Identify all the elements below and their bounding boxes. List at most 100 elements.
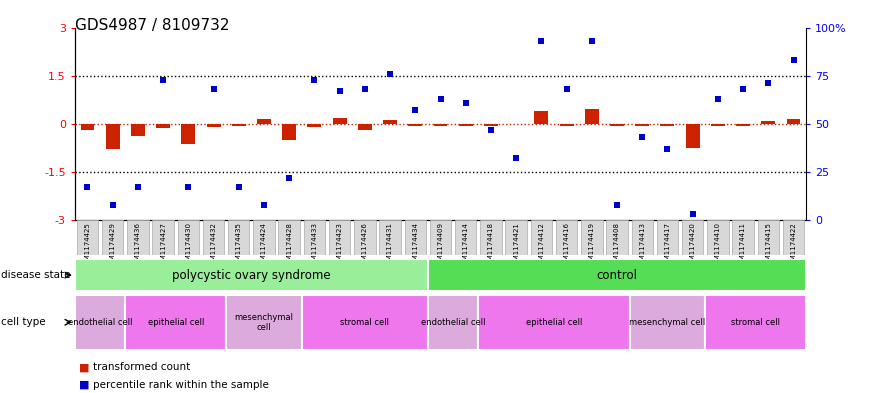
Bar — [682, 220, 703, 255]
Bar — [404, 220, 426, 255]
Text: GSM1174429: GSM1174429 — [110, 222, 115, 269]
Text: GSM1174431: GSM1174431 — [387, 222, 393, 269]
Bar — [661, 124, 674, 126]
Bar — [354, 220, 375, 255]
Bar — [102, 220, 123, 255]
Bar — [706, 295, 806, 350]
Bar — [156, 124, 170, 128]
Bar — [433, 124, 448, 127]
Text: GSM1174434: GSM1174434 — [412, 222, 418, 269]
Bar — [455, 220, 477, 255]
Bar — [630, 295, 706, 350]
Text: GSM1174408: GSM1174408 — [614, 222, 620, 269]
Bar — [606, 220, 628, 255]
Text: GSM1174411: GSM1174411 — [740, 222, 746, 269]
Bar — [152, 220, 174, 255]
Text: stromal cell: stromal cell — [731, 318, 781, 327]
Text: epithelial cell: epithelial cell — [147, 318, 204, 327]
Text: GSM1174409: GSM1174409 — [438, 222, 443, 269]
Text: GSM1174433: GSM1174433 — [311, 222, 317, 269]
Bar — [711, 124, 725, 126]
Bar — [758, 220, 779, 255]
Bar — [484, 124, 498, 126]
Text: GSM1174430: GSM1174430 — [185, 222, 191, 269]
Bar — [358, 124, 372, 130]
Bar — [181, 124, 196, 144]
Bar — [304, 220, 325, 255]
Text: GSM1174424: GSM1174424 — [261, 222, 267, 268]
Text: GSM1174422: GSM1174422 — [790, 222, 796, 268]
Text: GSM1174417: GSM1174417 — [664, 222, 670, 269]
Text: GDS4987 / 8109732: GDS4987 / 8109732 — [75, 18, 229, 33]
Text: GSM1174420: GSM1174420 — [690, 222, 696, 269]
Bar — [556, 220, 577, 255]
Bar — [80, 124, 94, 130]
Bar — [581, 220, 603, 255]
Bar — [232, 124, 246, 127]
Bar — [535, 111, 548, 124]
Bar — [632, 220, 653, 255]
Text: disease state: disease state — [1, 270, 70, 280]
Bar — [783, 220, 804, 255]
Bar — [207, 124, 220, 127]
Text: GSM1174425: GSM1174425 — [85, 222, 91, 268]
Bar — [329, 220, 351, 255]
Bar — [409, 124, 422, 126]
Bar — [131, 124, 144, 136]
Bar — [257, 119, 271, 124]
Text: GSM1174418: GSM1174418 — [488, 222, 494, 269]
Text: GSM1174423: GSM1174423 — [337, 222, 343, 269]
Bar — [530, 220, 552, 255]
Text: endothelial cell: endothelial cell — [68, 318, 132, 327]
Bar — [635, 124, 649, 126]
Bar — [75, 295, 125, 350]
Bar — [428, 259, 806, 291]
Bar — [610, 124, 624, 126]
Bar — [278, 220, 300, 255]
Bar — [707, 220, 729, 255]
Text: GSM1174414: GSM1174414 — [463, 222, 469, 269]
Bar — [380, 220, 401, 255]
Text: GSM1174421: GSM1174421 — [513, 222, 519, 269]
Bar — [333, 118, 346, 124]
Bar — [480, 220, 501, 255]
Bar — [282, 124, 296, 140]
Text: stromal cell: stromal cell — [340, 318, 389, 327]
Bar — [125, 295, 226, 350]
Text: epithelial cell: epithelial cell — [526, 318, 582, 327]
Bar — [430, 220, 451, 255]
Text: percentile rank within the sample: percentile rank within the sample — [93, 380, 269, 390]
Text: GSM1174415: GSM1174415 — [766, 222, 771, 269]
Bar — [106, 124, 120, 149]
Bar — [75, 259, 428, 291]
Bar — [761, 121, 775, 124]
Bar — [302, 295, 428, 350]
Text: endothelial cell: endothelial cell — [421, 318, 485, 327]
Bar — [656, 220, 678, 255]
Text: GSM1174435: GSM1174435 — [236, 222, 241, 269]
Text: GSM1174419: GSM1174419 — [589, 222, 595, 269]
Bar — [253, 220, 275, 255]
Bar — [203, 220, 225, 255]
Bar — [685, 124, 700, 148]
Bar — [737, 124, 750, 127]
Bar — [228, 220, 249, 255]
Bar — [559, 124, 574, 126]
Bar — [585, 109, 599, 124]
Text: transformed count: transformed count — [93, 362, 189, 373]
Bar — [428, 295, 478, 350]
Text: cell type: cell type — [1, 317, 46, 327]
Text: GSM1174427: GSM1174427 — [160, 222, 167, 269]
Bar — [506, 220, 527, 255]
Bar — [383, 120, 397, 124]
Bar — [178, 220, 199, 255]
Bar — [732, 220, 754, 255]
Text: GSM1174416: GSM1174416 — [564, 222, 570, 269]
Text: GSM1174436: GSM1174436 — [135, 222, 141, 269]
Text: GSM1174410: GSM1174410 — [714, 222, 721, 269]
Bar — [307, 124, 322, 127]
Text: GSM1174413: GSM1174413 — [640, 222, 645, 269]
Text: GSM1174412: GSM1174412 — [538, 222, 544, 269]
Bar — [787, 119, 801, 124]
Text: mesenchymal
cell: mesenchymal cell — [234, 312, 293, 332]
